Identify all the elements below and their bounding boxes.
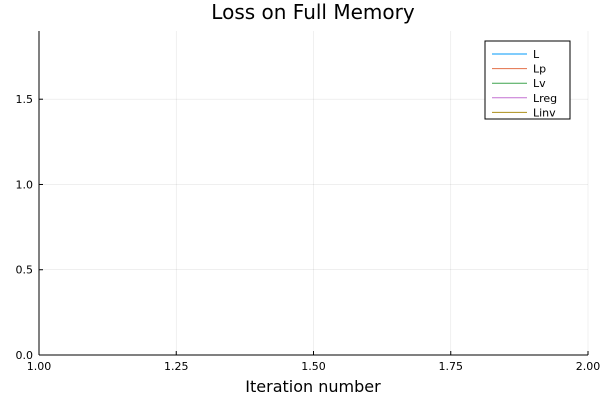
x-tick-label: 1.50 — [301, 360, 326, 373]
x-axis-label: Iteration number — [245, 377, 381, 396]
x-tick-label: 2.00 — [576, 360, 600, 373]
y-tick-label: 0.5 — [16, 264, 34, 277]
legend-label-lp: Lp — [533, 63, 546, 76]
y-ticks: 0.0 0.5 1.0 1.5 — [16, 93, 43, 362]
x-tick-label: 1.75 — [439, 360, 464, 373]
legend-label-lreg: Lreg — [533, 92, 557, 105]
legend-box — [484, 40, 571, 120]
x-tick-label: 1.00 — [27, 360, 52, 373]
legend-label-lv: Lv — [533, 77, 546, 90]
legend-label-linv: Linv — [533, 106, 556, 119]
chart-title: Loss on Full Memory — [211, 0, 415, 24]
legend-label-l: L — [533, 48, 540, 61]
x-ticks: 1.00 1.25 1.50 1.75 2.00 — [27, 351, 600, 373]
y-tick-label: 0.0 — [16, 349, 34, 362]
x-tick-label: 1.25 — [164, 360, 189, 373]
y-tick-label: 1.5 — [16, 93, 34, 106]
y-tick-label: 1.0 — [16, 178, 34, 191]
